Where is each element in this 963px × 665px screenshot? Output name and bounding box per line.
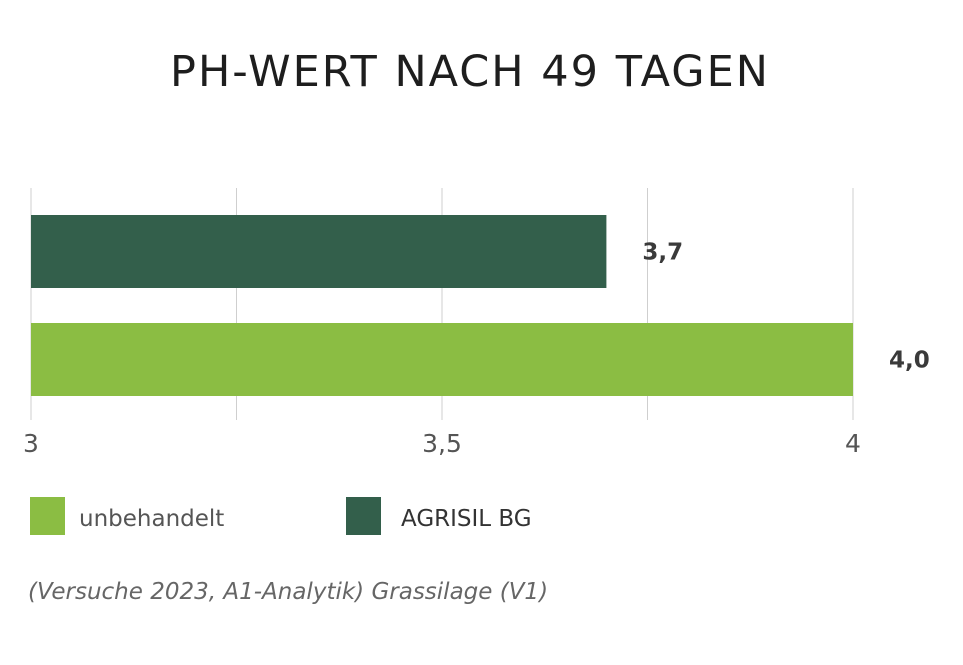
legend: unbehandelt AGRISIL BG bbox=[30, 497, 532, 535]
bar-agrisil-bg bbox=[31, 215, 607, 288]
x-tick-label-1: 3,5 bbox=[422, 429, 462, 458]
bars bbox=[31, 215, 853, 396]
legend-label-unbehandelt: unbehandelt bbox=[79, 506, 224, 532]
x-tick-label-2: 4 bbox=[845, 429, 861, 458]
x-tick-label-0: 3 bbox=[23, 429, 39, 458]
value-label-agrisil-bg: 3,7 bbox=[642, 240, 683, 266]
bar-unbehandelt bbox=[31, 323, 853, 396]
chart-title: PH-WERT NACH 49 TAGEN bbox=[170, 47, 770, 97]
legend-swatch-agrisil-bg bbox=[346, 497, 381, 535]
legend-label-agrisil-bg: AGRISIL BG bbox=[401, 506, 532, 532]
value-labels: 3,7 4,0 bbox=[642, 240, 929, 374]
value-label-unbehandelt: 4,0 bbox=[889, 348, 930, 374]
legend-swatch-unbehandelt bbox=[30, 497, 65, 535]
x-axis-ticks: 3 3,5 4 bbox=[23, 429, 861, 458]
chart-footnote: (Versuche 2023, A1-Analytik) Grassilage … bbox=[28, 579, 548, 605]
